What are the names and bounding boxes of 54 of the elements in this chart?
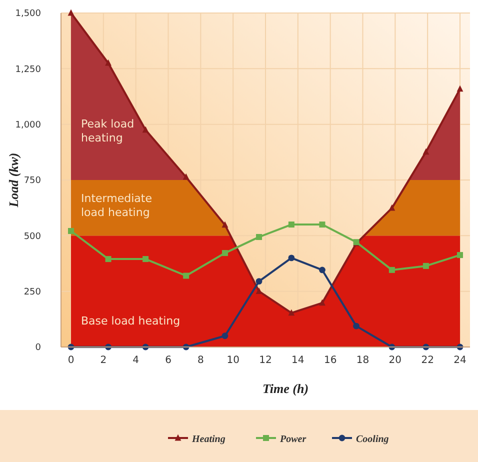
point: [288, 254, 295, 262]
point: [142, 256, 149, 262]
point: [353, 322, 360, 330]
point: [222, 221, 228, 228]
x-tick-label: 2: [100, 355, 107, 366]
point: [105, 59, 112, 66]
legend-label: Heating: [191, 434, 226, 445]
point: [256, 234, 262, 240]
point: [319, 222, 326, 228]
y-axis-title: Load (kw): [6, 152, 21, 208]
point: [256, 278, 262, 285]
x-axis-title: Time (h): [262, 381, 309, 396]
band-label: Peak load heating: [81, 118, 134, 145]
y-tick-label: 1,500: [15, 9, 42, 20]
x-tick-label: 14: [292, 355, 304, 366]
y-tick-label: 1,250: [15, 64, 42, 75]
point: [388, 266, 395, 273]
x-tick-label: 22: [421, 355, 434, 366]
point: [142, 126, 149, 133]
x-tick-label: 18: [356, 355, 370, 366]
legend-label: Power: [280, 434, 306, 445]
point: [288, 222, 294, 228]
point: [457, 252, 463, 258]
x-tick-label: 0: [68, 355, 74, 366]
x-tick-label: 8: [197, 355, 204, 366]
point: [456, 85, 464, 92]
point: [105, 256, 112, 262]
point: [68, 228, 74, 234]
x-tick-label: 16: [324, 355, 337, 366]
point: [182, 173, 190, 180]
point: [288, 309, 295, 316]
y-tick-label: 750: [24, 176, 42, 186]
point: [222, 332, 228, 340]
x-tick-label: 10: [226, 355, 240, 366]
x-tick-label: 4: [132, 355, 140, 366]
point: [183, 272, 190, 279]
band-label: Base load heating: [81, 314, 180, 328]
point: [256, 288, 262, 294]
y-tick-label: 1,000: [15, 120, 42, 130]
y-tick-label: 500: [24, 232, 42, 242]
point: [422, 262, 429, 269]
point: [388, 204, 396, 211]
y-tick-label: 250: [24, 287, 42, 298]
point: [422, 148, 430, 155]
x-tick-label: 6: [165, 355, 172, 366]
x-tick-label: 12: [259, 355, 272, 366]
legend-label: Cooling: [356, 434, 389, 445]
x-tick-label: 20: [388, 355, 402, 366]
x-tick-label: 24: [454, 355, 466, 366]
band-label: Intermediate load heating: [81, 192, 152, 219]
point: [319, 299, 326, 306]
y-tick-label: 0: [35, 343, 42, 354]
point: [222, 250, 228, 256]
point: [319, 266, 326, 274]
